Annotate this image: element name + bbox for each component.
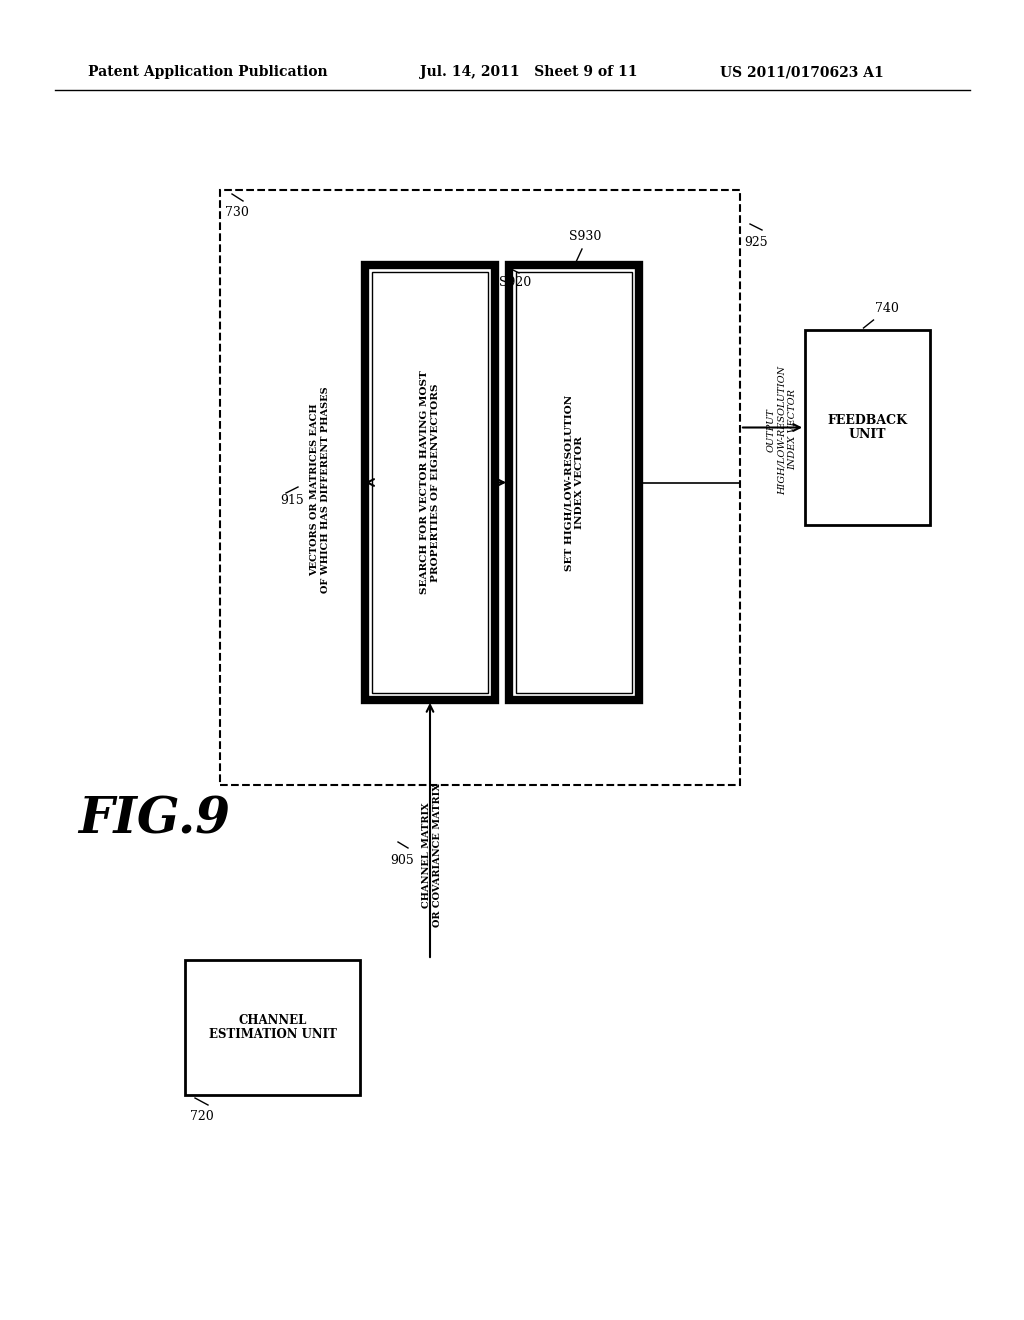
Text: Jul. 14, 2011   Sheet 9 of 11: Jul. 14, 2011 Sheet 9 of 11 bbox=[420, 65, 638, 79]
Text: 915: 915 bbox=[280, 494, 304, 507]
Text: 905: 905 bbox=[390, 854, 414, 866]
Text: Patent Application Publication: Patent Application Publication bbox=[88, 65, 328, 79]
Bar bbox=[805, 330, 930, 525]
Text: 740: 740 bbox=[876, 301, 899, 314]
Text: CHANNEL MATRIX
OR COVARIANCE MATRIX: CHANNEL MATRIX OR COVARIANCE MATRIX bbox=[422, 783, 441, 927]
Text: SEARCH FOR VECTOR HAVING MOST
PROPERTIES OF EIGENVECTORS: SEARCH FOR VECTOR HAVING MOST PROPERTIES… bbox=[420, 371, 439, 594]
Text: OUTPUT
HIGH/LOW-RESOLUTION
INDEX VECTOR: OUTPUT HIGH/LOW-RESOLUTION INDEX VECTOR bbox=[767, 366, 797, 495]
Text: SET HIGH/LOW-RESOLUTION
INDEX VECTOR: SET HIGH/LOW-RESOLUTION INDEX VECTOR bbox=[564, 395, 584, 570]
Bar bbox=[220, 190, 740, 785]
Text: 720: 720 bbox=[190, 1110, 214, 1123]
Bar bbox=[365, 265, 495, 700]
Text: CHANNEL
ESTIMATION UNIT: CHANNEL ESTIMATION UNIT bbox=[209, 1014, 337, 1041]
Text: S930: S930 bbox=[569, 231, 601, 243]
Text: 925: 925 bbox=[744, 235, 768, 248]
Bar bbox=[509, 265, 639, 700]
Text: FEEDBACK
UNIT: FEEDBACK UNIT bbox=[827, 413, 907, 441]
Bar bbox=[516, 272, 632, 693]
Text: US 2011/0170623 A1: US 2011/0170623 A1 bbox=[720, 65, 884, 79]
Text: 730: 730 bbox=[225, 206, 249, 219]
Bar bbox=[185, 960, 360, 1096]
Text: VECTORS OR MATRICES EACH
OF WHICH HAS DIFFERENT PHASES: VECTORS OR MATRICES EACH OF WHICH HAS DI… bbox=[310, 387, 330, 593]
Bar bbox=[372, 272, 488, 693]
Text: S920: S920 bbox=[499, 276, 531, 289]
Text: FIG.9: FIG.9 bbox=[78, 796, 230, 845]
